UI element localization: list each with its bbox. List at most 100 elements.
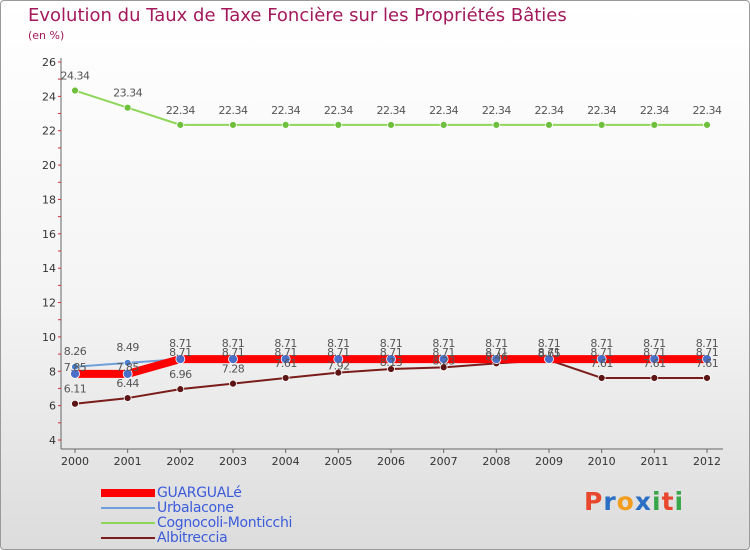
data-point-guargualé <box>544 354 554 364</box>
data-label-urbalacone: 8.71 <box>590 337 613 350</box>
y-tick-label: 22 <box>42 125 56 138</box>
data-point-guargualé <box>122 368 133 379</box>
data-label-cognocoli-monticchi: 22.34 <box>271 104 300 117</box>
data-point-cognocoli-monticchi <box>703 120 711 129</box>
data-point-cognocoli-monticchi <box>439 120 448 129</box>
x-tick-label: 2002 <box>166 455 194 468</box>
data-label-albitreccia: 7.61 <box>643 357 666 370</box>
x-tick-label: 2010 <box>588 455 616 468</box>
legend: GUARGUALé Urbalacone Cognocoli-Monticchi… <box>101 485 293 546</box>
data-point-guargualé <box>491 354 502 364</box>
data-label-albitreccia: 7.61 <box>590 357 613 370</box>
data-point-cognocoli-monticchi <box>123 103 132 112</box>
data-point-albitreccia <box>281 374 290 382</box>
data-point-albitreccia <box>650 374 659 382</box>
data-point-guargualé <box>228 354 238 364</box>
data-label-urbalacone: 8.71 <box>169 337 192 350</box>
data-label-guargualé: 8.71 <box>274 346 297 359</box>
data-point-cognocoli-monticchi <box>334 120 343 129</box>
data-label-urbalacone: 8.71 <box>696 337 719 350</box>
data-point-albitreccia <box>334 368 343 377</box>
y-tick-label: 16 <box>42 228 56 241</box>
x-tick-label: 2000 <box>61 455 89 468</box>
data-label-albitreccia: 7.28 <box>222 363 245 376</box>
x-tick-label: 2011 <box>640 455 668 468</box>
data-label-guargualé: 7.85 <box>64 361 87 374</box>
y-tick-label: 20 <box>42 159 56 172</box>
legend-swatch-albitreccia <box>101 536 155 539</box>
data-label-guargualé: 8.71 <box>485 346 508 359</box>
data-label-albitreccia: 6.96 <box>169 368 192 381</box>
data-label-albitreccia: 7.92 <box>327 360 350 373</box>
y-tick-label: 12 <box>42 297 56 310</box>
y-tick-label: 6 <box>49 400 56 413</box>
legend-item-albitreccia[interactable]: Albitreccia <box>101 529 292 546</box>
data-point-urbalacone <box>123 358 132 367</box>
data-label-cognocoli-monticchi: 22.34 <box>482 104 511 117</box>
data-label-albitreccia: 8.65 <box>538 347 561 360</box>
legend-swatch-guargualé <box>101 488 155 497</box>
data-point-guargualé <box>649 354 660 364</box>
data-label-cognocoli-monticchi: 22.34 <box>640 104 669 117</box>
data-point-guargualé <box>438 354 449 364</box>
data-label-urbalacone: 8.71 <box>380 337 403 350</box>
x-tick-label: 2001 <box>114 455 142 468</box>
legend-item-cognocoli-monticchi[interactable]: Cognocoli-Monticchi <box>101 514 293 531</box>
x-tick-label: 2008 <box>482 455 510 468</box>
data-point-cognocoli-monticchi <box>650 120 659 129</box>
data-point-cognocoli-monticchi <box>387 120 395 129</box>
x-tick-label: 2004 <box>272 455 300 468</box>
y-tick-label: 24 <box>42 90 56 103</box>
data-point-cognocoli-monticchi <box>281 120 290 129</box>
data-label-guargualé: 8.71 <box>432 346 455 359</box>
chart-subtitle: (en %) <box>28 29 65 42</box>
data-point-guargualé <box>596 354 607 364</box>
x-tick-label: 2006 <box>377 455 405 468</box>
data-label-urbalacone: 8.71 <box>327 337 350 350</box>
data-label-guargualé: 8.71 <box>696 346 719 359</box>
data-label-cognocoli-monticchi: 24.34 <box>61 70 90 83</box>
data-point-albitreccia <box>71 399 79 408</box>
data-label-cognocoli-monticchi: 22.34 <box>324 104 353 117</box>
data-point-cognocoli-monticchi <box>71 86 79 95</box>
data-point-albitreccia <box>229 379 237 388</box>
data-label-urbalacone: 8.26 <box>64 345 87 358</box>
data-point-cognocoli-monticchi <box>176 120 185 129</box>
data-label-guargualé: 8.71 <box>222 346 245 359</box>
legend-label: Urbalacone <box>157 499 234 516</box>
data-label-albitreccia: 7.61 <box>274 357 297 370</box>
data-label-guargualé: 8.71 <box>643 346 666 359</box>
data-label-guargualé: 8.71 <box>380 346 403 359</box>
y-tick-label: 26 <box>42 56 56 69</box>
data-point-cognocoli-monticchi <box>545 120 553 129</box>
data-point-cognocoli-monticchi <box>492 120 501 129</box>
y-tick-label: 8 <box>49 365 56 378</box>
chart-title: Evolution du Taux de Taxe Foncière sur l… <box>28 5 567 26</box>
data-point-guargualé <box>386 354 396 364</box>
data-point-albitreccia <box>703 374 711 382</box>
y-tick-label: 10 <box>42 331 56 344</box>
data-point-albitreccia <box>123 394 132 402</box>
data-label-urbalacone: 8.71 <box>222 337 245 350</box>
x-tick-label: 2003 <box>219 455 247 468</box>
data-point-cognocoli-monticchi <box>229 120 237 129</box>
data-label-cognocoli-monticchi: 22.34 <box>429 104 458 117</box>
data-point-guargualé <box>280 354 291 364</box>
legend-label: Albitreccia <box>157 529 228 546</box>
legend-item-urbalacone[interactable]: Urbalacone <box>101 499 292 516</box>
data-label-guargualé: 7.85 <box>116 361 139 374</box>
proxiti-logo: Proxiti <box>584 487 685 516</box>
data-point-guargualé <box>333 354 344 364</box>
data-label-guargualé: 8.71 <box>169 346 192 359</box>
legend-label: Cognocoli-Monticchi <box>157 514 293 531</box>
data-point-albitreccia <box>597 374 606 382</box>
data-label-cognocoli-monticchi: 22.34 <box>587 104 616 117</box>
data-label-guargualé: 8.71 <box>327 346 350 359</box>
data-point-albitreccia <box>176 385 185 394</box>
legend-swatch-urbalacone <box>101 506 155 509</box>
data-label-urbalacone: 8.71 <box>485 337 508 350</box>
legend-item-guargualé[interactable]: GUARGUALé <box>101 485 292 501</box>
data-label-cognocoli-monticchi: 22.34 <box>693 104 722 117</box>
